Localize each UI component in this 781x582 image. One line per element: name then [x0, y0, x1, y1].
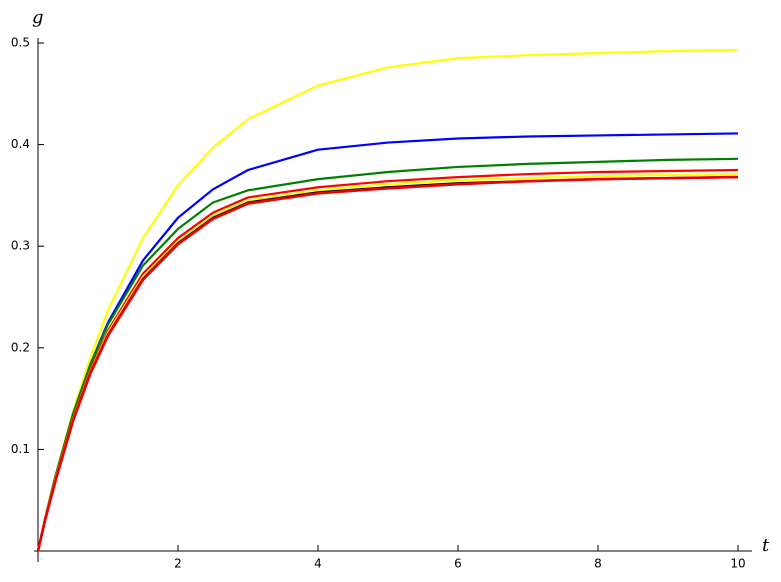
x-tick-label: 10 [730, 557, 745, 571]
y-tick-label: 0.5 [11, 36, 30, 50]
series-line [36, 49, 739, 552]
x-tick-label: 4 [314, 557, 322, 571]
series-line [36, 172, 739, 552]
y-axis-label: g [32, 7, 44, 28]
y-tick-label: 0.2 [11, 340, 30, 354]
x-tick-label: 6 [454, 557, 462, 571]
series-line [36, 157, 739, 552]
x-tick-label: 8 [594, 557, 602, 571]
series-line [36, 168, 739, 552]
x-tick-label: 2 [174, 557, 182, 571]
series-line [36, 175, 739, 552]
series-line [36, 132, 739, 552]
y-tick-label: 0.1 [11, 442, 30, 456]
x-axis-label: t [762, 535, 770, 556]
y-tick-label: 0.4 [11, 137, 30, 151]
y-tick-label: 0.3 [11, 239, 30, 253]
series-line [36, 176, 739, 552]
